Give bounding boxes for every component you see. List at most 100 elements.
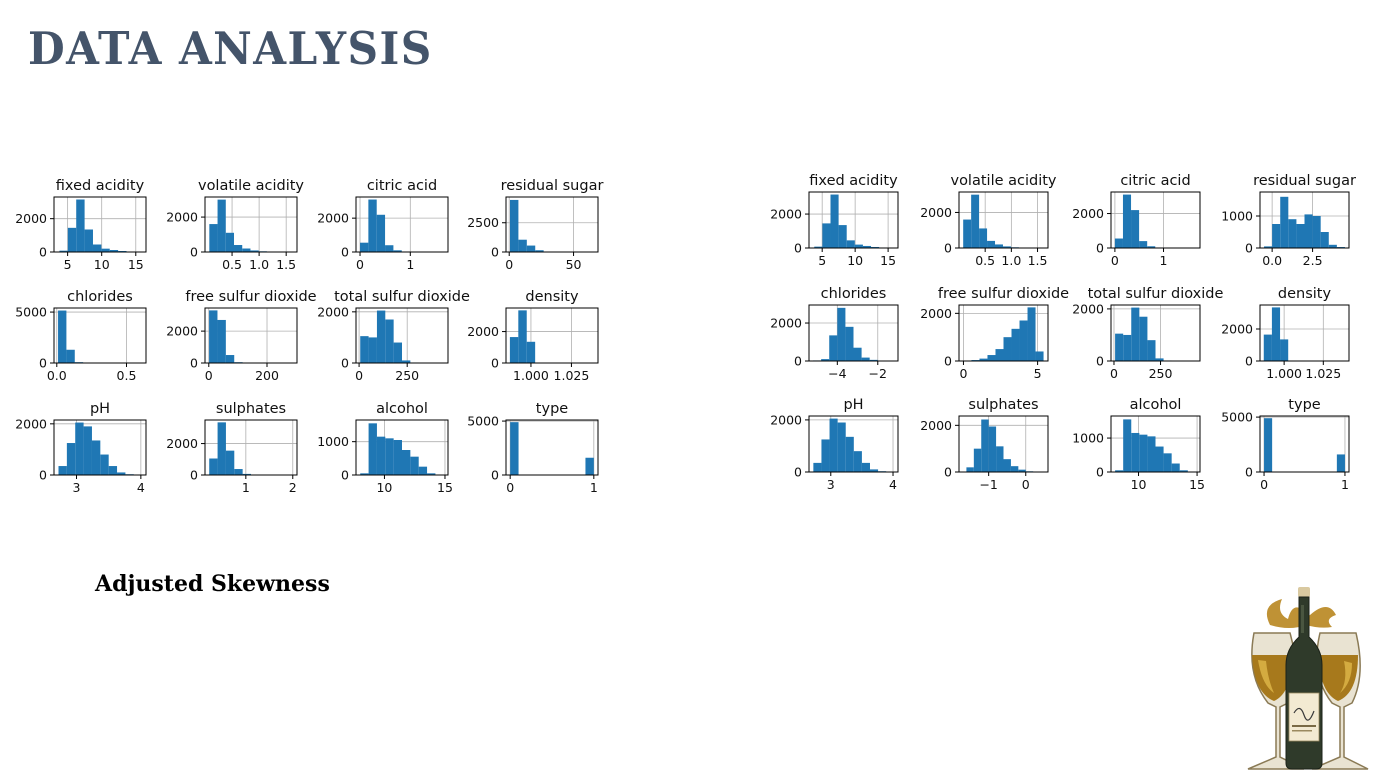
histogram-bar — [419, 467, 427, 475]
y-tick-label: 2000 — [1221, 322, 1253, 337]
histogram-bar — [974, 449, 981, 472]
y-tick-label: 2000 — [770, 207, 802, 222]
histogram-bar — [66, 350, 74, 363]
histogram-bar — [1011, 466, 1018, 472]
x-tick-label: 10 — [376, 480, 392, 495]
y-tick-label: 0 — [1096, 241, 1104, 256]
histogram-bar — [855, 245, 863, 248]
x-tick-label: 10 — [1131, 477, 1147, 492]
histogram-bar — [518, 240, 526, 252]
histogram-bar — [862, 463, 870, 472]
histogram-bar — [1313, 216, 1321, 248]
x-tick-label: 1.5 — [1028, 253, 1048, 268]
histogram-bar — [1280, 339, 1288, 361]
x-tick-label: 3 — [827, 477, 835, 492]
histogram-bar — [1272, 307, 1280, 361]
histogram-bar — [377, 215, 385, 252]
x-tick-label: 0 — [355, 368, 363, 383]
histogram-bar — [109, 466, 117, 475]
histogram-bar — [76, 200, 84, 253]
histogram-bar — [829, 335, 837, 361]
x-tick-label: 0 — [1022, 477, 1030, 492]
x-tick-label: 1.0 — [1001, 253, 1021, 268]
y-tick-label: 0 — [794, 241, 802, 256]
subplot-title: sulphates — [216, 401, 286, 417]
subplot-title: type — [1288, 397, 1320, 413]
x-tick-label: 50 — [566, 257, 582, 272]
x-tick-label: 0.0 — [47, 368, 67, 383]
histogram-bar — [510, 337, 518, 363]
x-tick-label: 15 — [1189, 477, 1205, 492]
y-tick-label: 2000 — [166, 436, 198, 451]
histogram-bar — [1036, 351, 1044, 361]
x-tick-label: 1 — [406, 257, 414, 272]
subplot-title: alcohol — [376, 401, 428, 417]
histogram-bar — [394, 343, 402, 363]
y-tick-label: 0 — [341, 356, 349, 371]
y-tick-label: 0 — [944, 354, 952, 369]
histogram-bar — [822, 223, 830, 248]
histogram-bar — [1131, 210, 1139, 248]
histogram-bar — [377, 311, 385, 363]
histogram-bar — [226, 233, 234, 252]
histogram-bar — [862, 358, 870, 361]
histogram-bar — [987, 355, 995, 361]
histogram-bar — [218, 422, 226, 475]
y-tick-label: 2000 — [166, 324, 198, 339]
histogram-bar — [385, 438, 393, 475]
x-tick-label: 1 — [590, 480, 598, 495]
histogram-bar — [234, 469, 242, 475]
histogram-bar — [837, 308, 845, 361]
x-tick-label: 1.025 — [1305, 366, 1341, 381]
histogram-bar — [234, 245, 242, 252]
subplot-title: free sulfur dioxide — [185, 289, 316, 305]
y-tick-label: 5000 — [15, 305, 47, 320]
y-tick-label: 0 — [491, 356, 499, 371]
x-tick-label: 2.5 — [1303, 253, 1323, 268]
y-tick-label: 5000 — [467, 414, 499, 429]
x-tick-label: 1.0 — [249, 257, 269, 272]
histogram-bar — [1321, 232, 1329, 248]
x-tick-label: 1 — [242, 480, 250, 495]
y-tick-label: 0 — [794, 354, 802, 369]
y-tick-label: 0 — [944, 241, 952, 256]
x-tick-label: 0 — [1111, 253, 1119, 268]
axes-frame — [506, 420, 598, 475]
y-tick-label: 5000 — [1221, 410, 1253, 425]
histogram-bar — [995, 349, 1003, 361]
histogram-bar — [369, 423, 377, 475]
y-tick-label: 1000 — [1221, 209, 1253, 224]
subplot-title: volatile acidity — [198, 178, 304, 194]
x-tick-label: 1 — [1160, 253, 1168, 268]
x-tick-label: 15 — [880, 253, 896, 268]
x-tick-label: 4 — [889, 477, 897, 492]
histogram-bar — [585, 458, 593, 475]
subplot-title: density — [525, 289, 579, 305]
x-tick-label: 10 — [94, 257, 110, 272]
histogram-bar — [68, 228, 76, 252]
x-tick-label: 0 — [205, 368, 213, 383]
subplot-title: volatile acidity — [950, 173, 1056, 189]
histogram-bar — [1020, 320, 1028, 361]
y-tick-label: 2000 — [15, 211, 47, 226]
subplot-title: total sulfur dioxide — [1088, 286, 1224, 302]
histogram-bar — [394, 440, 402, 475]
histogram-bar — [989, 427, 996, 473]
x-tick-label: −1 — [979, 477, 997, 492]
y-tick-label: 0 — [39, 356, 47, 371]
x-tick-label: 0 — [506, 480, 514, 495]
histogram-bar — [217, 320, 225, 363]
y-tick-label: 0 — [1245, 354, 1253, 369]
histogram-bar — [84, 426, 92, 475]
x-tick-label: 0.0 — [1262, 253, 1282, 268]
